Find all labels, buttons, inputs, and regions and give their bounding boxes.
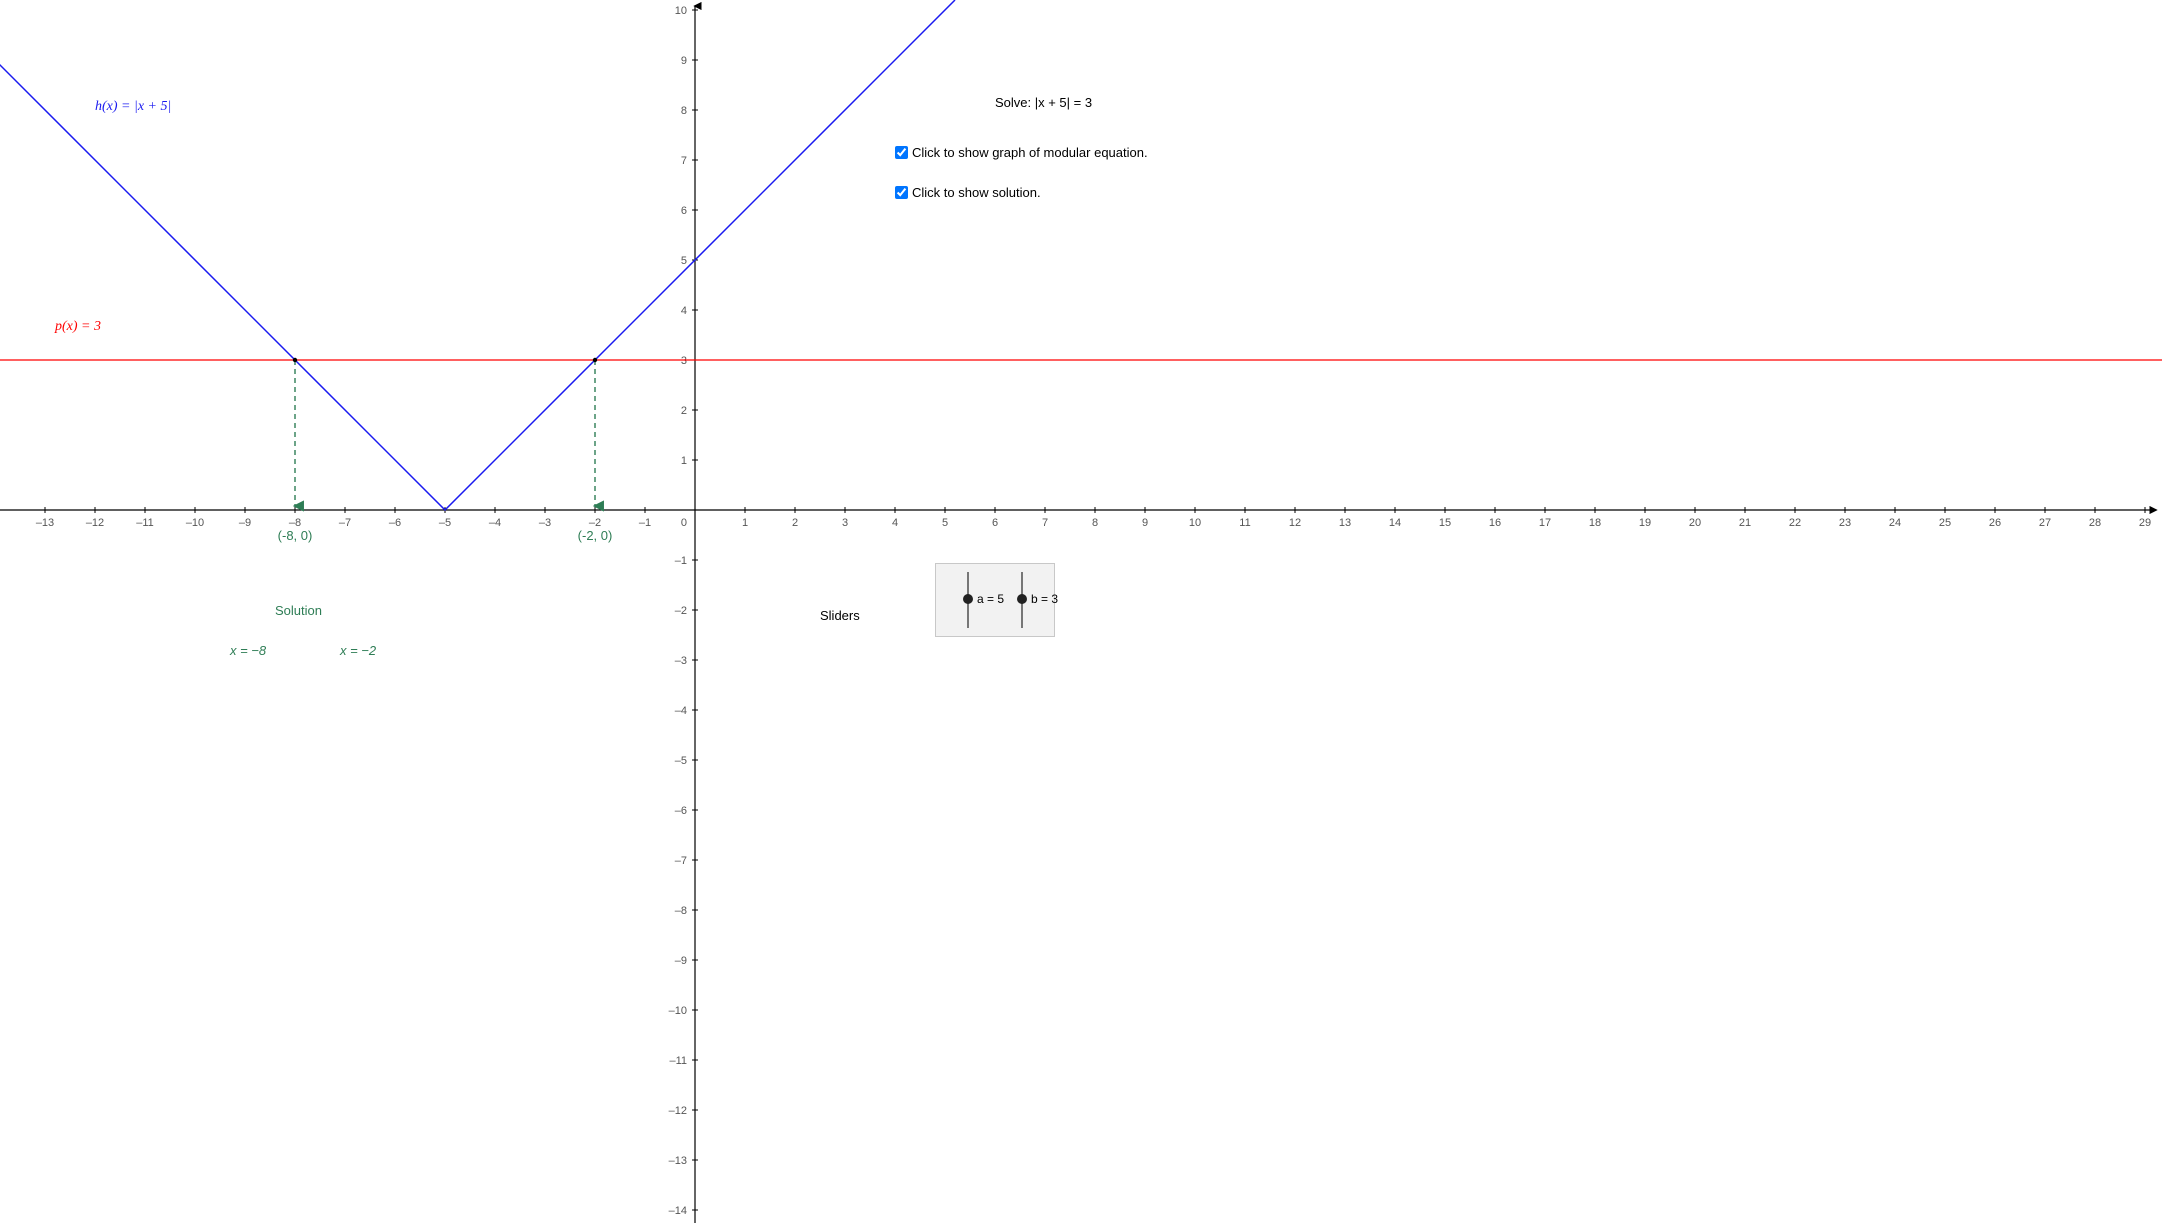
h-curve	[0, 0, 955, 510]
x-tick-label: –7	[339, 517, 351, 529]
x-tick-label: 22	[1789, 517, 1801, 529]
x-tick-label: 2	[792, 517, 798, 529]
x-tick-label: 29	[2139, 517, 2151, 529]
y-tick-label: 9	[681, 55, 687, 67]
solution-heading: Solution	[275, 603, 322, 618]
y-tick-label: –9	[675, 955, 687, 967]
x-tick-label: 7	[1042, 517, 1048, 529]
origin-label: 0	[681, 517, 687, 529]
x-tick-label: 1	[742, 517, 748, 529]
slider-a-label: a = 5	[977, 592, 1004, 606]
x-tick-label: 27	[2039, 517, 2051, 529]
y-tick-label: 8	[681, 105, 687, 117]
x-tick-label: 6	[992, 517, 998, 529]
x-tick-label: –6	[389, 517, 401, 529]
solution-item: x = −8	[229, 643, 267, 658]
x-tick-label: 17	[1539, 517, 1551, 529]
x-tick-label: –4	[489, 517, 501, 529]
checkbox-row: Click to show graph of modular equation.	[895, 145, 1148, 160]
intersection-point	[293, 358, 297, 362]
y-tick-label: –6	[675, 805, 687, 817]
checkbox-label: Click to show graph of modular equation.	[912, 145, 1148, 160]
x-tick-label: –9	[239, 517, 251, 529]
y-tick-label: –1	[675, 555, 687, 567]
slider-panel: a = 5 b = 3	[935, 563, 1055, 637]
x-tick-label: 11	[1239, 517, 1250, 529]
x-tick-label: –3	[539, 517, 551, 529]
y-tick-label: –13	[669, 1155, 687, 1167]
y-tick-label: 7	[681, 155, 687, 167]
intersection-label: (-2, 0)	[578, 528, 613, 543]
slider-b[interactable]	[1017, 594, 1027, 604]
y-tick-label: –3	[675, 655, 687, 667]
y-tick-label: –2	[675, 605, 687, 617]
sliders-title: Sliders	[820, 608, 860, 623]
x-tick-label: 10	[1189, 517, 1201, 529]
x-tick-label: –1	[639, 517, 651, 529]
x-tick-label: –11	[136, 517, 154, 529]
p-label: p(x) = 3	[54, 319, 101, 334]
y-tick-label: –11	[669, 1055, 687, 1067]
x-tick-label: –5	[439, 517, 451, 529]
x-tick-label: 13	[1339, 517, 1351, 529]
y-tick-label: –7	[675, 855, 687, 867]
x-tick-label: 26	[1989, 517, 2001, 529]
x-tick-label: 8	[1092, 517, 1098, 529]
x-tick-label: 24	[1889, 517, 1901, 529]
show-graph-checkbox[interactable]	[895, 146, 908, 159]
y-tick-label: –10	[669, 1005, 687, 1017]
y-tick-label: 3	[681, 355, 687, 367]
x-tick-label: 4	[892, 517, 898, 529]
x-tick-label: –13	[36, 517, 54, 529]
x-tick-label: 5	[942, 517, 948, 529]
y-tick-label: –14	[669, 1205, 687, 1217]
show-solution-checkbox[interactable]	[895, 186, 908, 199]
x-tick-label: –12	[86, 517, 104, 529]
x-tick-label: 23	[1839, 517, 1851, 529]
intersection-label: (-8, 0)	[278, 528, 313, 543]
checkbox-row: Click to show solution.	[895, 185, 1041, 200]
y-tick-label: –5	[675, 755, 687, 767]
x-tick-label: 20	[1689, 517, 1701, 529]
problem-statement: Solve: |x + 5| = 3	[995, 95, 1092, 110]
slider-a[interactable]	[963, 594, 973, 604]
y-tick-label: –4	[675, 705, 687, 717]
y-tick-label: 6	[681, 205, 687, 217]
x-tick-label: 18	[1589, 517, 1601, 529]
x-tick-label: 3	[842, 517, 848, 529]
x-tick-label: –10	[186, 517, 204, 529]
x-tick-label: 25	[1939, 517, 1951, 529]
h-label: h(x) = |x + 5|	[95, 99, 171, 114]
y-tick-label: 2	[681, 405, 687, 417]
y-tick-label: –12	[669, 1105, 687, 1117]
x-tick-label: 19	[1639, 517, 1651, 529]
y-tick-label: 4	[681, 305, 687, 317]
checkbox-label: Click to show solution.	[912, 185, 1041, 200]
x-tick-label: 12	[1289, 517, 1301, 529]
x-tick-label: 21	[1739, 517, 1751, 529]
intersection-point	[593, 358, 597, 362]
x-tick-label: 14	[1389, 517, 1401, 529]
x-tick-label: 9	[1142, 517, 1148, 529]
slider-b-label: b = 3	[1031, 592, 1058, 606]
y-tick-label: 5	[681, 255, 687, 267]
y-tick-label: –8	[675, 905, 687, 917]
y-tick-label: 10	[675, 5, 687, 17]
solution-item: x = −2	[339, 643, 377, 658]
x-tick-label: 28	[2089, 517, 2101, 529]
graph-canvas: –13–12–11–10–9–8–7–6–5–4–3–2–11234567891…	[0, 0, 2162, 1223]
x-tick-label: 15	[1439, 517, 1451, 529]
x-tick-label: 16	[1489, 517, 1501, 529]
y-tick-label: 1	[681, 455, 687, 467]
